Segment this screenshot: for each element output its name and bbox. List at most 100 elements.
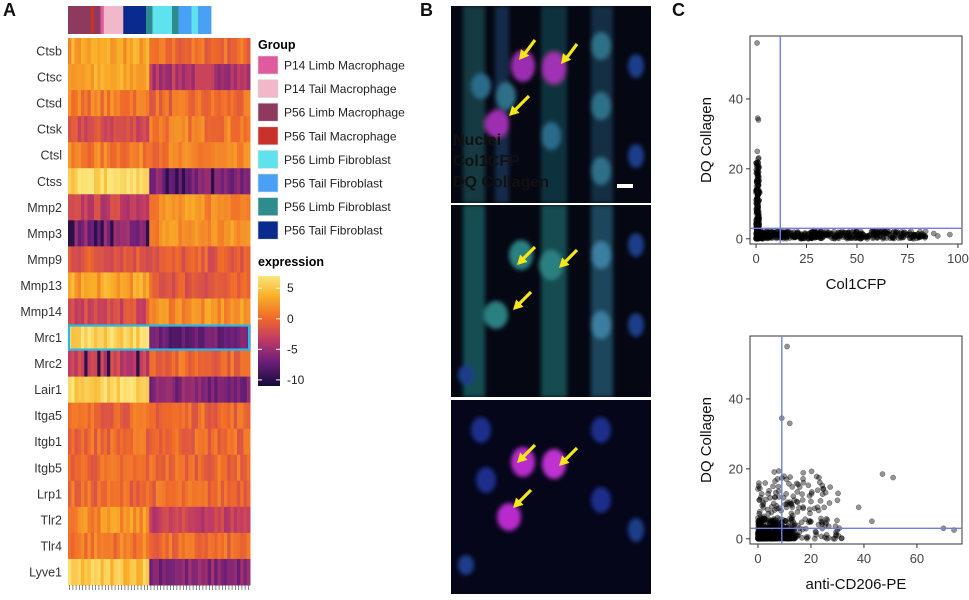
data-point	[756, 221, 762, 228]
heatmap-cell	[110, 298, 114, 326]
heatmap-cell	[97, 38, 101, 65]
heatmap-cell	[120, 428, 124, 456]
data-point	[860, 231, 866, 238]
data-point	[790, 512, 796, 519]
heatmap-cell	[81, 168, 85, 195]
heatmap-cell	[84, 532, 88, 560]
heatmap-cell	[103, 220, 108, 247]
heatmap-cell	[175, 454, 179, 482]
heatmap-cell	[146, 376, 150, 404]
heatmap-cell	[198, 454, 202, 482]
heatmap-cell	[142, 532, 147, 560]
heatmap-cell	[152, 90, 157, 117]
heatmap-cell	[227, 272, 231, 299]
heatmap-cell	[220, 220, 225, 247]
heatmap-cell	[81, 90, 85, 117]
heatmap-cell	[204, 454, 209, 482]
heatmap-cell	[74, 480, 79, 508]
heatmap-cell	[159, 532, 163, 560]
heatmap-cell	[136, 142, 140, 169]
heatmap-cell	[74, 64, 79, 91]
heatmap-cell	[110, 506, 114, 534]
heatmap-cell	[71, 558, 75, 586]
data-point	[790, 519, 796, 525]
heatmap-cell	[116, 220, 121, 247]
heatmap-cell	[185, 428, 189, 456]
micro-cfp-image	[451, 205, 651, 397]
heatmap-cell	[133, 376, 137, 404]
heatmap-cell	[110, 454, 114, 482]
heatmap-cell	[100, 480, 105, 508]
heatmap-cell	[230, 246, 235, 273]
heatmap-cell	[120, 220, 124, 247]
heatmap-cell	[243, 506, 248, 534]
heatmap-cell	[94, 506, 98, 534]
heatmap-cell	[194, 168, 199, 195]
gene-label: Itga5	[34, 409, 62, 423]
heatmap-cell	[224, 376, 228, 404]
heatmap-cell	[220, 558, 225, 586]
heatmap-cell	[126, 506, 131, 534]
heatmap-cell	[168, 402, 173, 430]
heatmap-cell	[146, 298, 150, 326]
heatmap-cell	[90, 38, 95, 65]
heatmap-cell	[230, 220, 235, 247]
heatmap-cell	[123, 168, 127, 195]
gene-label: Ctsl	[40, 149, 62, 163]
heatmap-cell	[165, 298, 170, 326]
group-legend-title: Group	[258, 38, 296, 52]
heatmap-cell	[136, 194, 140, 221]
heatmap-cell	[227, 246, 231, 273]
heatmap-cell	[198, 116, 202, 143]
heatmap-cell	[233, 532, 238, 560]
heatmap-cell	[237, 220, 241, 247]
heatmap-cell	[136, 298, 140, 326]
heatmap-cell	[152, 454, 157, 482]
heatmap-cell	[178, 558, 183, 586]
data-point	[835, 490, 841, 497]
heatmap-cell	[159, 194, 163, 221]
data-point	[800, 476, 806, 482]
heatmap-cell	[81, 376, 85, 404]
heatmap-cell	[159, 298, 163, 326]
heatmap-cell	[181, 142, 186, 169]
heatmap-cell	[71, 324, 75, 352]
heatmap-cell	[139, 480, 144, 508]
heatmap-cell	[113, 532, 118, 560]
heatmap-cell	[129, 324, 134, 352]
heatmap-cell	[178, 532, 183, 560]
heatmap-cell	[87, 64, 92, 91]
heatmap-cell	[120, 298, 124, 326]
heatmap-cell	[139, 454, 144, 482]
heatmap-cell	[113, 480, 118, 508]
heatmap-cell	[237, 272, 241, 299]
heatmap-cell	[81, 142, 85, 169]
heatmap-cell	[116, 90, 121, 117]
group-bar-segment	[146, 6, 153, 34]
heatmap-cell	[168, 116, 173, 143]
heatmap-cell	[165, 90, 170, 117]
heatmap-cell	[240, 402, 244, 430]
heatmap-cell	[220, 272, 225, 299]
heatmap-cell	[97, 376, 101, 404]
heatmap-cell	[142, 506, 147, 534]
heatmap-cell	[103, 324, 108, 352]
group-bar-segment	[152, 6, 173, 34]
heatmap-cell	[172, 90, 176, 117]
heatmap-cell	[90, 246, 95, 273]
heatmap-cell	[139, 116, 144, 143]
heatmap-cell	[90, 402, 95, 430]
heatmap-cell	[155, 298, 160, 326]
heatmap-cell	[165, 506, 170, 534]
data-point	[757, 485, 763, 492]
data-point	[832, 535, 838, 542]
heatmap-cell	[120, 272, 124, 299]
heatmap-cell	[230, 194, 235, 221]
heatmap-cell	[90, 298, 95, 326]
data-point	[774, 231, 781, 238]
heatmap-cell	[103, 350, 108, 378]
heatmap-cell	[181, 532, 186, 560]
heatmap-cell	[71, 350, 75, 378]
data-point	[796, 484, 803, 490]
heatmap-cell	[116, 376, 121, 404]
